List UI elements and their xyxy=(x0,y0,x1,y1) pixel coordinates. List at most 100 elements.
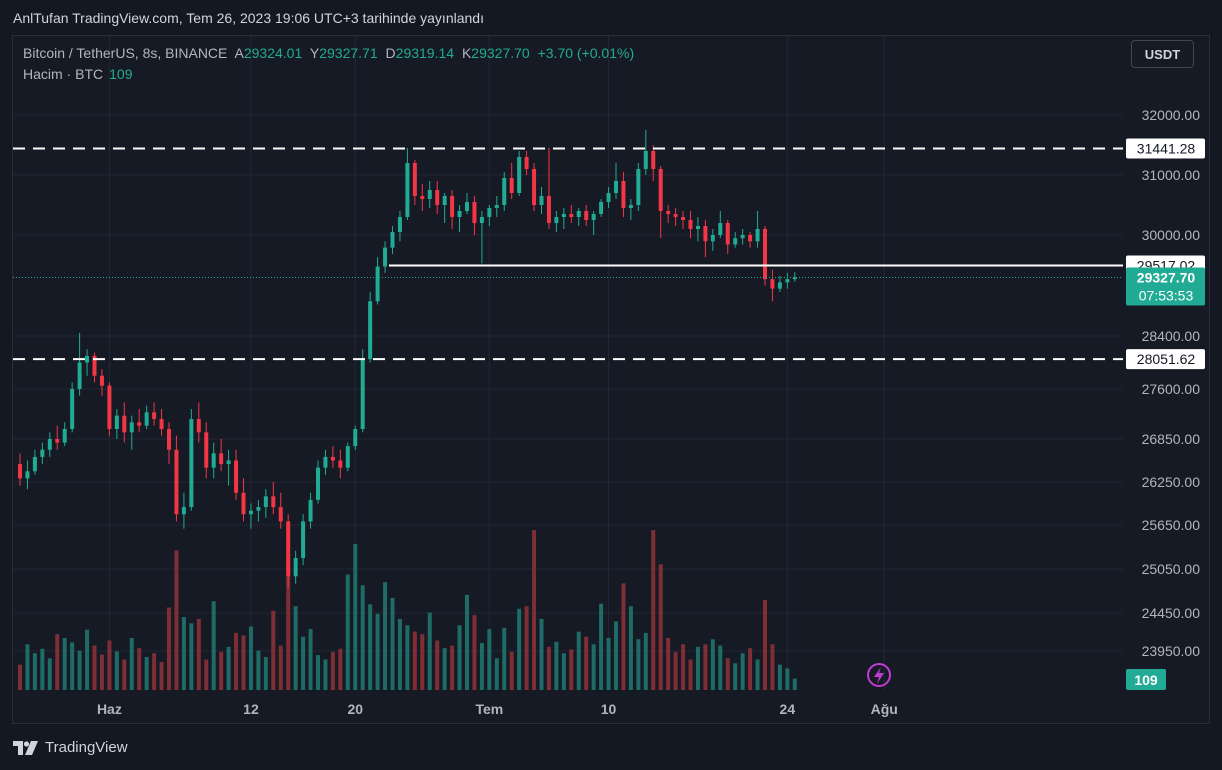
y-tick-label: 25650.00 xyxy=(1142,517,1201,533)
candle-body xyxy=(673,214,678,217)
candle-body xyxy=(114,415,119,429)
candle-body xyxy=(241,492,246,515)
countdown-label: 07:53:53 xyxy=(1139,287,1194,303)
volume-bar xyxy=(606,637,611,690)
ohlc-legend: Bitcoin / TetherUS, 8s, BINANCE A29324.0… xyxy=(23,45,638,61)
candle-body xyxy=(301,521,306,558)
volume-bar xyxy=(360,585,365,690)
candle-body xyxy=(286,521,291,577)
volume-bar xyxy=(755,659,760,690)
price-line-layer: 31441.2829517.0228051.6229327.7007:53:53… xyxy=(13,138,1205,690)
candle-body xyxy=(368,301,373,360)
chart-panel[interactable] xyxy=(12,35,1210,724)
volume-bar xyxy=(301,636,306,690)
candle-body xyxy=(599,202,604,214)
volume-bar xyxy=(234,632,239,690)
candle-body xyxy=(427,190,432,199)
volume-bar xyxy=(293,606,298,690)
y-tick-label: 28400.00 xyxy=(1142,328,1201,344)
candle-body xyxy=(539,196,544,205)
candle-body xyxy=(248,510,253,515)
volume-bar xyxy=(375,613,380,690)
tradingview-logo[interactable]: TradingView xyxy=(13,739,128,756)
volume-bar xyxy=(18,664,22,690)
currency-button[interactable]: USDT xyxy=(1131,40,1194,68)
volume-bar xyxy=(85,629,90,690)
candle-body xyxy=(621,181,626,208)
candle-body xyxy=(55,439,60,443)
candle-body xyxy=(390,232,395,248)
volume-badge xyxy=(1126,669,1166,690)
volume-bar xyxy=(703,644,708,690)
publish-caption: AnlTufan TradingView.com, Tem 26, 2023 1… xyxy=(13,10,484,26)
volume-bar xyxy=(636,639,641,690)
candle-body xyxy=(763,229,767,280)
volume-bar xyxy=(450,645,455,690)
price-line-label: 28051.62 xyxy=(1137,351,1196,367)
candle-body xyxy=(18,464,22,479)
candle-body xyxy=(159,419,164,429)
last-price-label: 29327.70 xyxy=(1137,269,1196,285)
open-label: A xyxy=(234,45,244,61)
candle-body xyxy=(792,277,797,280)
candle-body xyxy=(494,205,499,208)
candle-body xyxy=(107,385,112,429)
candle-body xyxy=(25,471,30,479)
volume-bar xyxy=(55,634,60,690)
candle-body xyxy=(703,226,708,242)
volume-bar xyxy=(114,651,119,690)
lightning-icon[interactable] xyxy=(867,663,891,687)
volume-bar xyxy=(725,658,730,690)
volume-bar xyxy=(412,631,417,690)
volume-bar xyxy=(442,648,447,690)
volume-bar xyxy=(569,649,574,690)
candle-body xyxy=(397,217,402,232)
candle-body xyxy=(688,220,693,229)
volume-bar xyxy=(189,623,194,690)
x-tick-label: 12 xyxy=(243,701,259,717)
high-label: Y xyxy=(309,45,320,61)
x-tick-label: 10 xyxy=(601,701,617,717)
volume-bar xyxy=(129,637,134,690)
volume-bar xyxy=(777,664,782,690)
volume-bar xyxy=(792,678,797,690)
y-tick-label: 31000.00 xyxy=(1142,167,1201,183)
candle-body xyxy=(211,453,216,468)
candle-body xyxy=(628,205,633,208)
candle-body xyxy=(204,432,209,468)
candle-body xyxy=(748,235,753,242)
volume-bar xyxy=(658,564,663,690)
volume-label[interactable]: Hacim · BTC xyxy=(23,66,104,82)
candle-body xyxy=(576,211,581,217)
candle-body xyxy=(710,235,715,242)
candle-body xyxy=(681,217,686,220)
symbol-label[interactable]: Bitcoin / TetherUS, 8s, BINANCE xyxy=(23,45,228,61)
candle-body xyxy=(524,157,529,169)
change-value: +3.70 (+0.01%) xyxy=(537,45,635,61)
candle-body xyxy=(226,460,231,465)
volume-bar xyxy=(122,659,127,690)
volume-bar xyxy=(368,604,373,690)
candle-body xyxy=(785,279,790,283)
volume-bar xyxy=(390,597,395,690)
volume-bar xyxy=(621,583,626,690)
candle-body xyxy=(137,422,142,426)
volume-bar xyxy=(308,629,313,690)
candle-body xyxy=(316,467,320,500)
candle-body xyxy=(546,196,551,223)
candle-body xyxy=(345,446,350,468)
candle-body xyxy=(196,419,201,433)
candle-body xyxy=(487,208,492,217)
volume-value: 109 xyxy=(109,66,133,82)
volume-bar xyxy=(681,644,686,690)
candle-body xyxy=(129,422,134,433)
candle-body xyxy=(606,193,611,202)
candle-body xyxy=(777,282,782,289)
volume-bar xyxy=(99,654,104,690)
candle-body xyxy=(353,429,358,447)
volume-bar xyxy=(338,648,343,690)
x-tick-label: 20 xyxy=(347,701,363,717)
volume-bar xyxy=(435,640,440,690)
volume-bar xyxy=(159,662,164,690)
